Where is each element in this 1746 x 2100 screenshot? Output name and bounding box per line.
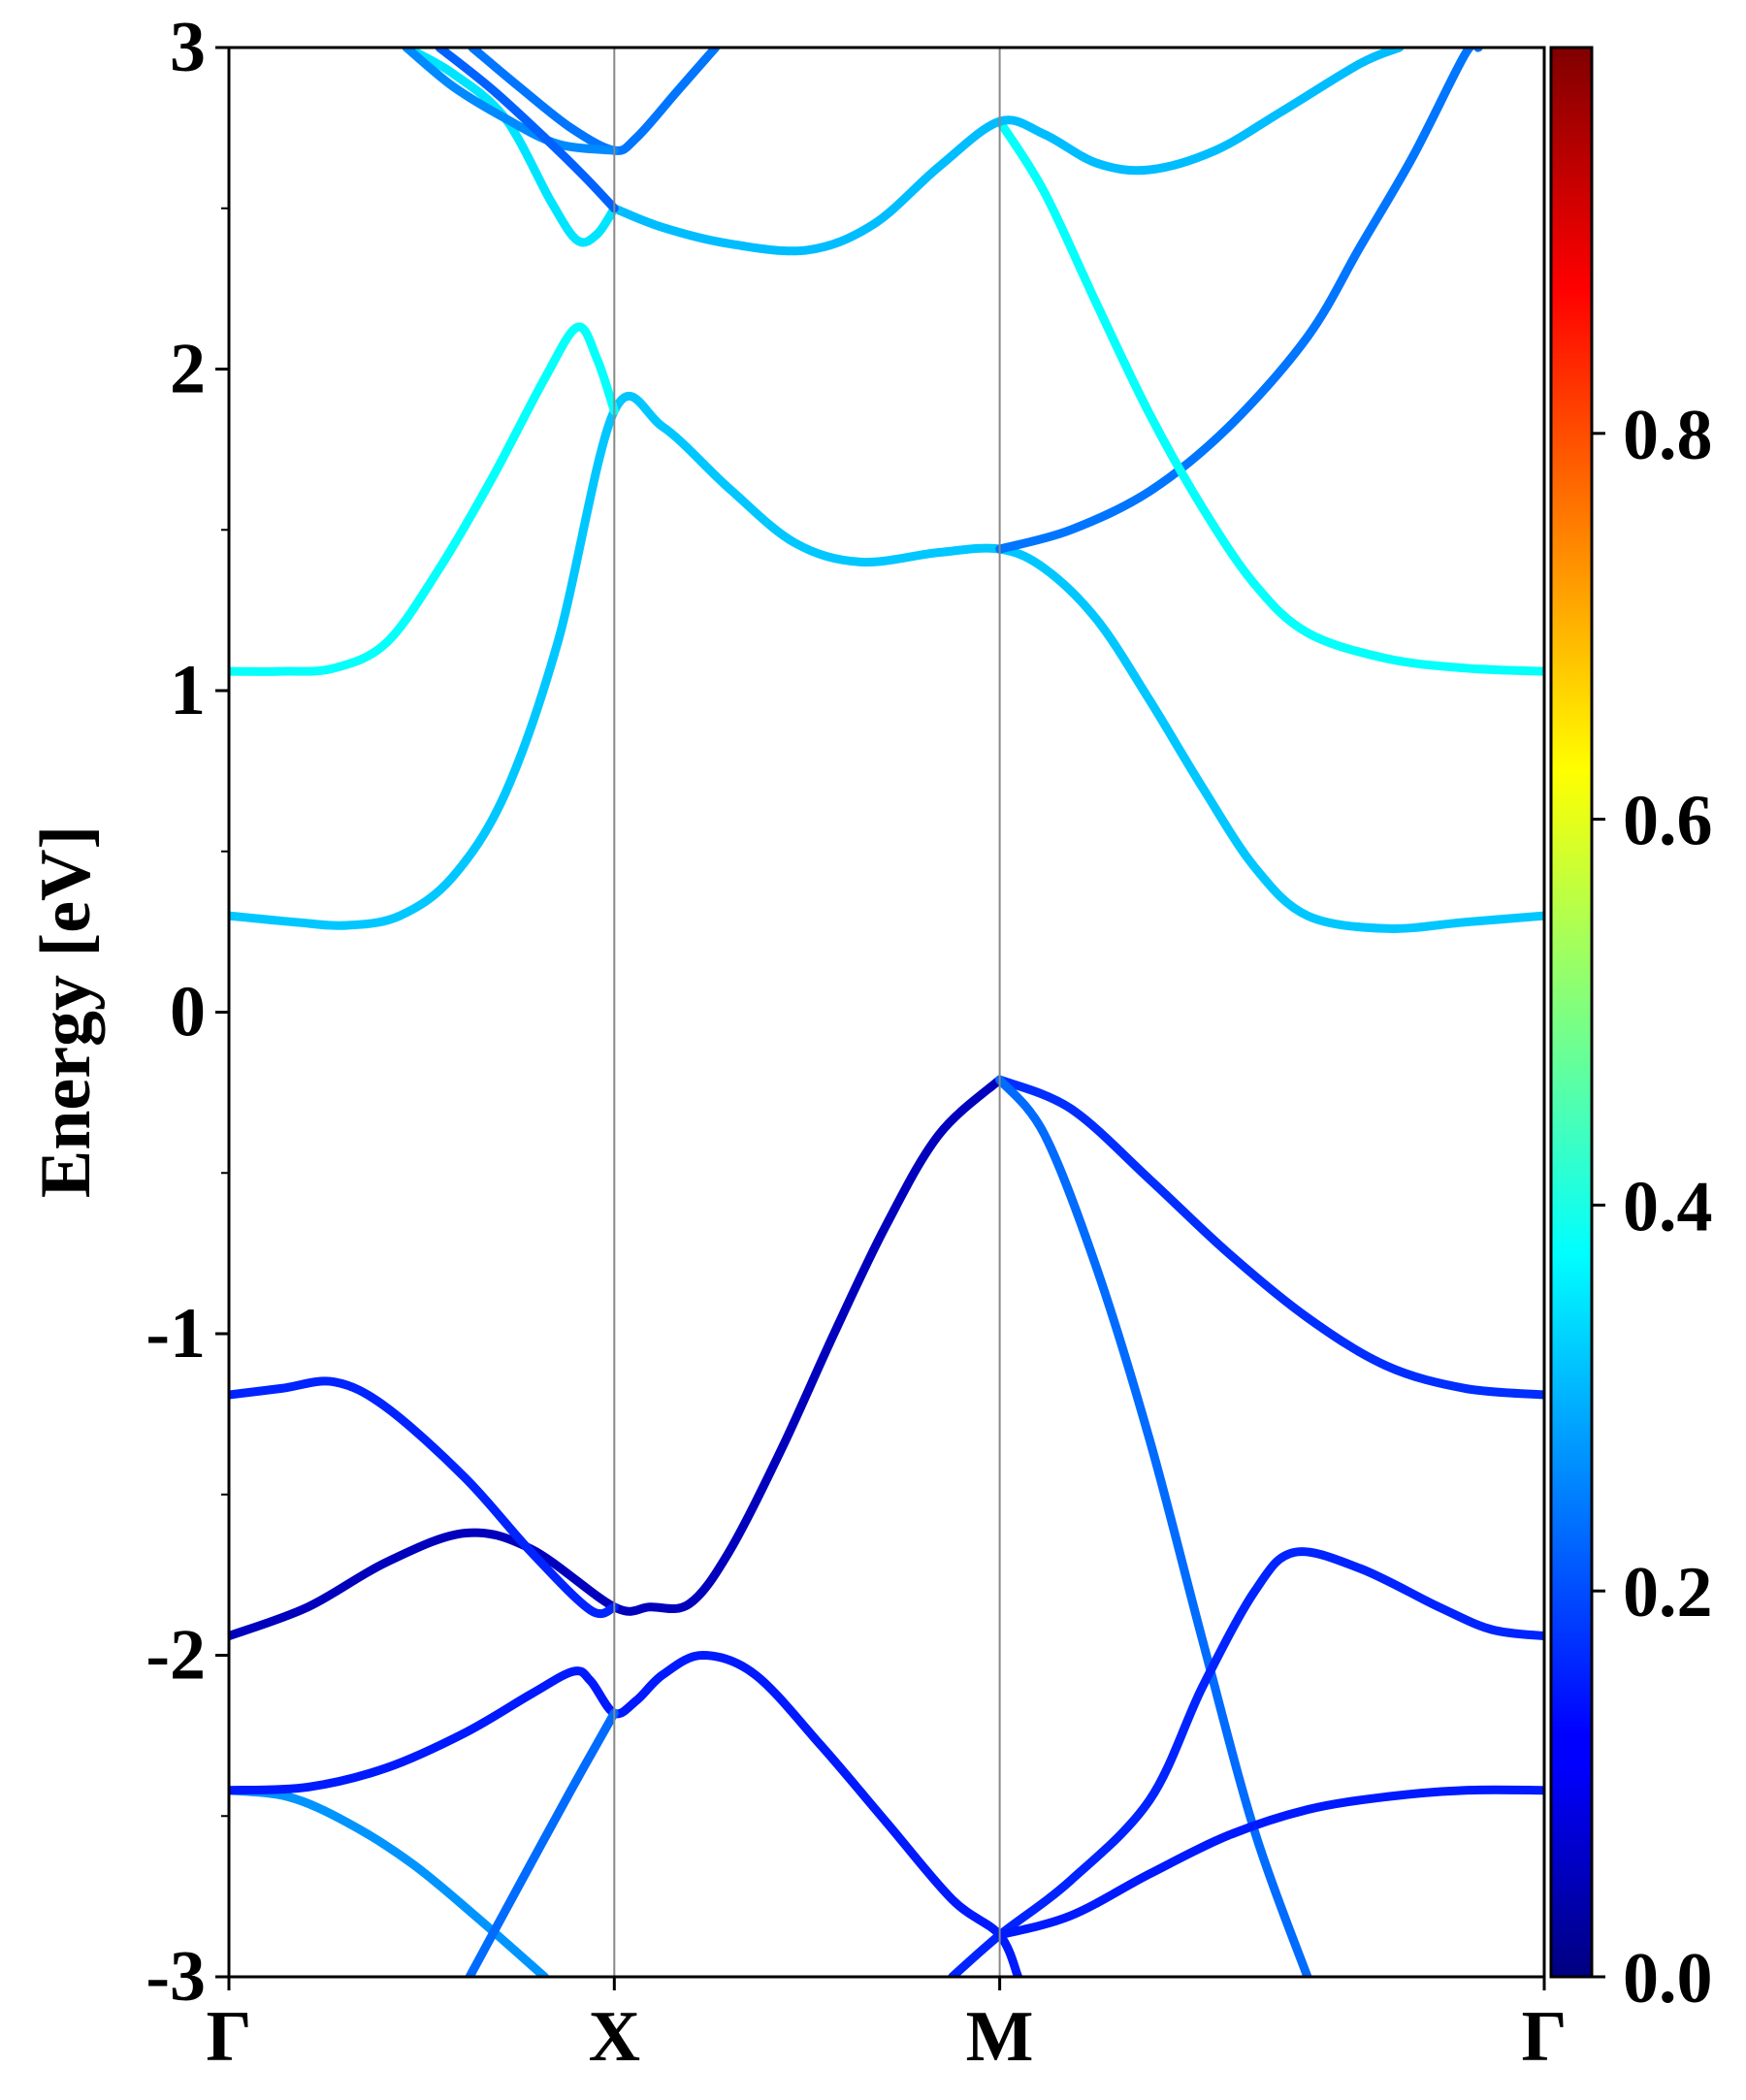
band-line-4 [229,1075,1005,1641]
colorbar-tick-label-1: 0.0 [1623,1939,1713,2019]
colorbar-tick-label-5: 0.8 [1623,396,1713,475]
band-line-9 [995,1785,1544,1940]
y-tick-label-3: -1 [146,1294,206,1373]
band-line-12 [995,48,1483,554]
y-axis: -3 -2 -1 0 1 2 3 [146,8,229,2017]
plot-frame [227,46,1546,1979]
band-line-15 [402,48,619,247]
band-line-1 [229,1786,549,1977]
band-line-17 [402,48,619,155]
band-line-6 [995,1075,1544,1400]
band-line-11 [229,322,619,676]
y-tick-label-7: 3 [170,8,206,87]
y-axis-label: Energy [eV] [26,825,106,1198]
x-tick-label-1: Γ [206,1997,251,2077]
y-tick-label-1: -3 [146,1937,206,2017]
bands-layer [229,48,1544,1977]
band-line-8 [948,1547,1544,1977]
colorbar-tick-label-4: 0.6 [1623,782,1713,861]
band-line-14 [609,48,1405,256]
band-line-3 [465,1708,619,1977]
x-tick-label-2: X [589,1997,640,2077]
band-line-13 [995,116,1544,676]
band-line-7 [995,1075,1312,1977]
band-line-18 [435,48,619,213]
y-tick-label-2: -2 [146,1616,206,1696]
band-line-2 [229,1651,1023,1977]
y-tick-label-6: 2 [170,330,206,409]
band-line-10 [229,391,1544,933]
colorbar-tick-label-2: 0.2 [1623,1553,1713,1632]
colorbar [1549,46,1594,1979]
colorbar-tick-label-3: 0.4 [1623,1167,1713,1246]
high-symmetry-lines [613,48,1001,1977]
colorbar-ticks: 0.0 0.2 0.4 0.6 0.8 [1592,396,1713,2019]
x-tick-label-3: M [966,1997,1034,2077]
band-line-5 [229,1376,619,1619]
y-tick-label-4: 0 [170,973,206,1052]
x-tick-label-4: Γ [1521,1997,1567,2077]
y-tick-label-5: 1 [170,651,206,730]
